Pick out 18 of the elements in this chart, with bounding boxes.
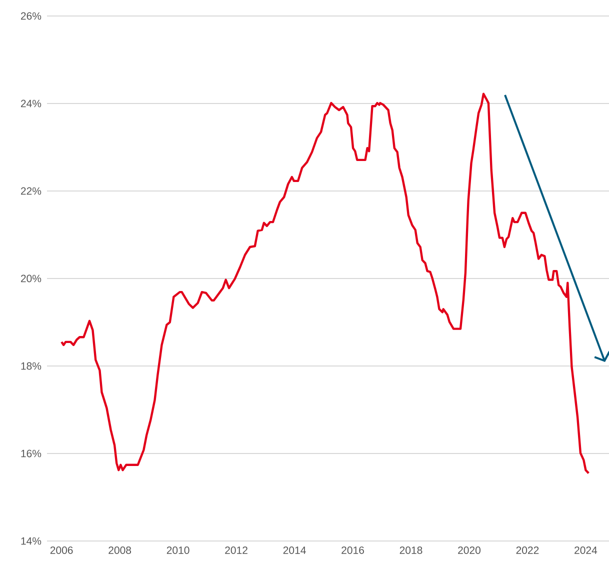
x-tick-label: 2012 [225,546,248,554]
x-tick-label: 2024 [574,546,598,554]
y-tick-label: 14% [21,537,42,545]
x-tick-label: 2008 [108,546,132,554]
y-tick-label: 26% [20,12,42,20]
x-tick-label: 2020 [458,546,480,554]
y-tick-label: 22% [20,187,42,195]
x-tick-label: 2010 [166,546,190,554]
y-tick-label: 18% [21,362,42,370]
x-tick-label: 2018 [400,546,422,554]
x-tick-label: 2014 [283,546,306,554]
y-tick-label: 20% [20,274,42,282]
x-tick-label: 2016 [342,546,364,554]
x-tick-label: 2006 [50,546,73,554]
y-tick-label: 24% [20,100,42,108]
y-tick-label: 16% [21,450,42,458]
line-series [60,92,590,474]
x-tick-label: 2022 [516,546,539,554]
